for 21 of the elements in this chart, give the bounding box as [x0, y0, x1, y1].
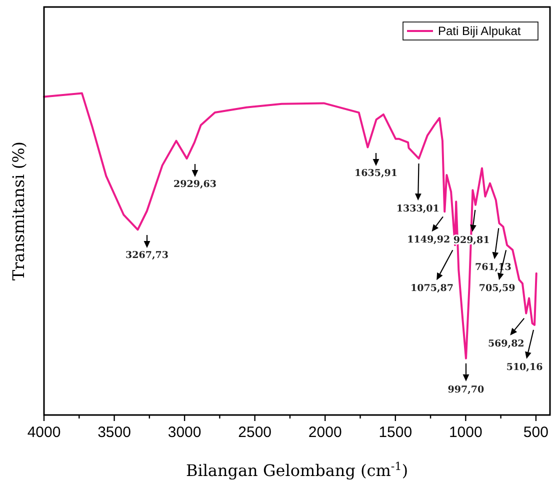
legend-label: Pati Biji Alpukat [438, 24, 522, 38]
annotation: 3267,73 [126, 250, 168, 261]
x-tick-label: 1000 [448, 424, 482, 441]
annotation: 2929,63 [174, 179, 216, 190]
x-tick-label: 2000 [308, 424, 342, 441]
x-tick-label: 4000 [27, 424, 61, 441]
x-tick-label: 2500 [238, 424, 272, 441]
annotation: 1333,01 [396, 204, 440, 215]
annotation: 1635,91 [354, 168, 398, 179]
x-tick-label: 3500 [98, 424, 131, 441]
x-tick-label: 1500 [378, 424, 412, 441]
x-tick-label: 500 [523, 424, 548, 441]
annotation: 1149,92 [407, 234, 450, 246]
x-axis-title: Bilangan Gelombang (cm$^{-1}$) [186, 460, 408, 480]
annotation: 997,70 [448, 384, 485, 396]
annotation: 569,82 [488, 338, 524, 350]
annotation: 510,16 [506, 362, 544, 373]
annotation: 705,59 [478, 283, 516, 294]
y-axis-title: Transmitansi (%) [9, 141, 28, 281]
annotation: 1075,87 [410, 283, 454, 294]
x-tick-label: 3000 [168, 424, 202, 441]
